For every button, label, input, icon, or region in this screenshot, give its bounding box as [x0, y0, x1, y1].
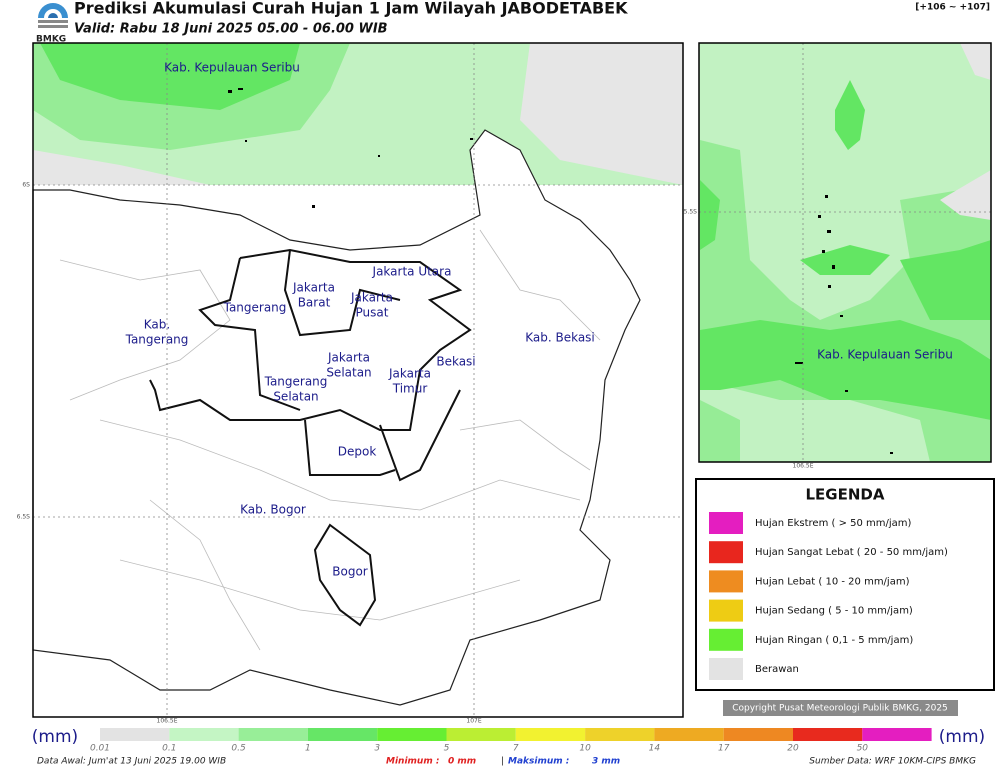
legend-label: Hujan Sedang ( 5 - 10 mm/jam): [755, 606, 913, 617]
region-label: Kab. Kepulauan Seribu: [164, 61, 300, 75]
colorbar-segment: [723, 728, 793, 741]
region-label: Kab. Kepulauan Seribu: [817, 348, 953, 362]
legend-swatch: [709, 512, 743, 534]
colorbar-unit: (mm): [32, 727, 78, 747]
lon-label: 107E: [466, 718, 481, 725]
colorbar-tick: 5: [444, 744, 450, 754]
bmkg-logo: [38, 3, 68, 28]
colorbar-tick: 7: [513, 744, 519, 754]
region-label: Selatan: [273, 390, 318, 404]
legend-label: Hujan Ringan ( 0,1 - 5 mm/jam): [755, 635, 913, 646]
separator: |: [501, 757, 504, 767]
copyright: Copyright Pusat Meteorologi Publik BMKG,…: [732, 704, 948, 714]
region-label: Jakarta: [292, 281, 335, 295]
colorbar-segment: [862, 728, 932, 741]
lat-label: 6S: [22, 182, 30, 189]
region-label: Depok: [338, 445, 377, 459]
lat-label: 6.5S: [17, 514, 31, 521]
region-label: Tangerang: [264, 375, 328, 389]
colorbar-tick: 0.5: [231, 744, 246, 754]
colorbar-segment: [515, 728, 586, 741]
colorbar-segment: [377, 728, 447, 741]
lon-label: 106.5E: [157, 718, 178, 725]
colorbar-segment: [654, 728, 724, 741]
region-label: Kab. Bekasi: [525, 331, 595, 345]
colorbar-tick: 17: [718, 744, 730, 754]
legend-swatch: [709, 541, 743, 564]
legend-label: Hujan Ekstrem ( > 50 mm/jam): [755, 518, 912, 529]
region-label: Barat: [298, 296, 331, 310]
colorbar-segment: [307, 728, 378, 741]
legend-swatch: [709, 628, 743, 651]
main-map: [32, 42, 684, 718]
legend-swatch: [709, 599, 743, 622]
region-label: Jakarta: [388, 367, 431, 381]
colorbar-unit: (mm): [939, 727, 985, 747]
region-label: Tangerang: [223, 301, 287, 315]
colorbar-tick: 3: [374, 744, 380, 754]
colorbar-tick: 0.01: [90, 744, 110, 754]
legend-label: Hujan Sangat Lebat ( 20 - 50 mm/jam): [755, 547, 948, 558]
maximum-label: Maksimum :: [508, 757, 569, 767]
region-label: Timur: [392, 382, 428, 396]
title: Prediksi Akumulasi Curah Hujan 1 Jam Wil…: [74, 0, 628, 18]
region-label: Tangerang: [125, 333, 189, 347]
colorbar-tick: 10: [579, 744, 591, 754]
region-label: Jakarta Utara: [372, 265, 452, 279]
minimum-label: Minimum :: [386, 757, 439, 767]
maximum-value: 3 mm: [592, 757, 620, 767]
legend-swatch: [709, 570, 743, 593]
region-label: Kab.: [144, 318, 170, 332]
region-label: Kab. Bogor: [240, 503, 306, 517]
minimum-value: 0 mm: [448, 757, 476, 767]
inset-map: [698, 42, 992, 463]
colorbar-segment: [169, 728, 239, 741]
source: Sumber Data: WRF 10KM-CIPS BMKG: [809, 757, 976, 767]
region-label: Bekasi: [436, 355, 475, 369]
colorbar-tick: 14: [649, 744, 661, 754]
region-label: Bogor: [332, 565, 368, 579]
region-label: Jakarta: [350, 291, 393, 305]
valid-time: Valid: Rabu 18 Juni 2025 05.00 - 06.00 W…: [74, 22, 388, 37]
colorbar-segment: [793, 728, 863, 741]
colorbar-segment: [238, 728, 308, 741]
legend-swatch: [709, 658, 743, 680]
legend-label: Hujan Lebat ( 10 - 20 mm/jam): [755, 576, 910, 587]
colorbar-tick: 0.1: [162, 744, 176, 754]
data-awal: Data Awal: Jum'at 13 Juni 2025 19.00 WIB: [37, 757, 226, 767]
range: [+106 ~ +107]: [915, 3, 990, 13]
legend: [695, 478, 995, 691]
colorbar-tick: 50: [857, 744, 869, 754]
colorbar-tick: 1: [305, 744, 311, 754]
logo-text: BMKG: [36, 35, 66, 45]
legend-title: LEGENDA: [806, 486, 885, 504]
region-label: Pusat: [356, 306, 389, 320]
lon-label: 106.5E: [793, 463, 814, 470]
lat-label: 5.5S: [684, 209, 698, 216]
region-label: Jakarta: [327, 351, 370, 365]
colorbar-segment: [446, 728, 516, 741]
colorbar-tick: 20: [787, 744, 799, 754]
colorbar-segment: [585, 728, 655, 741]
colorbar-segment: [100, 728, 170, 741]
copyright-box: [723, 700, 958, 716]
legend-label: Berawan: [755, 664, 799, 675]
region-label: Selatan: [326, 366, 371, 380]
